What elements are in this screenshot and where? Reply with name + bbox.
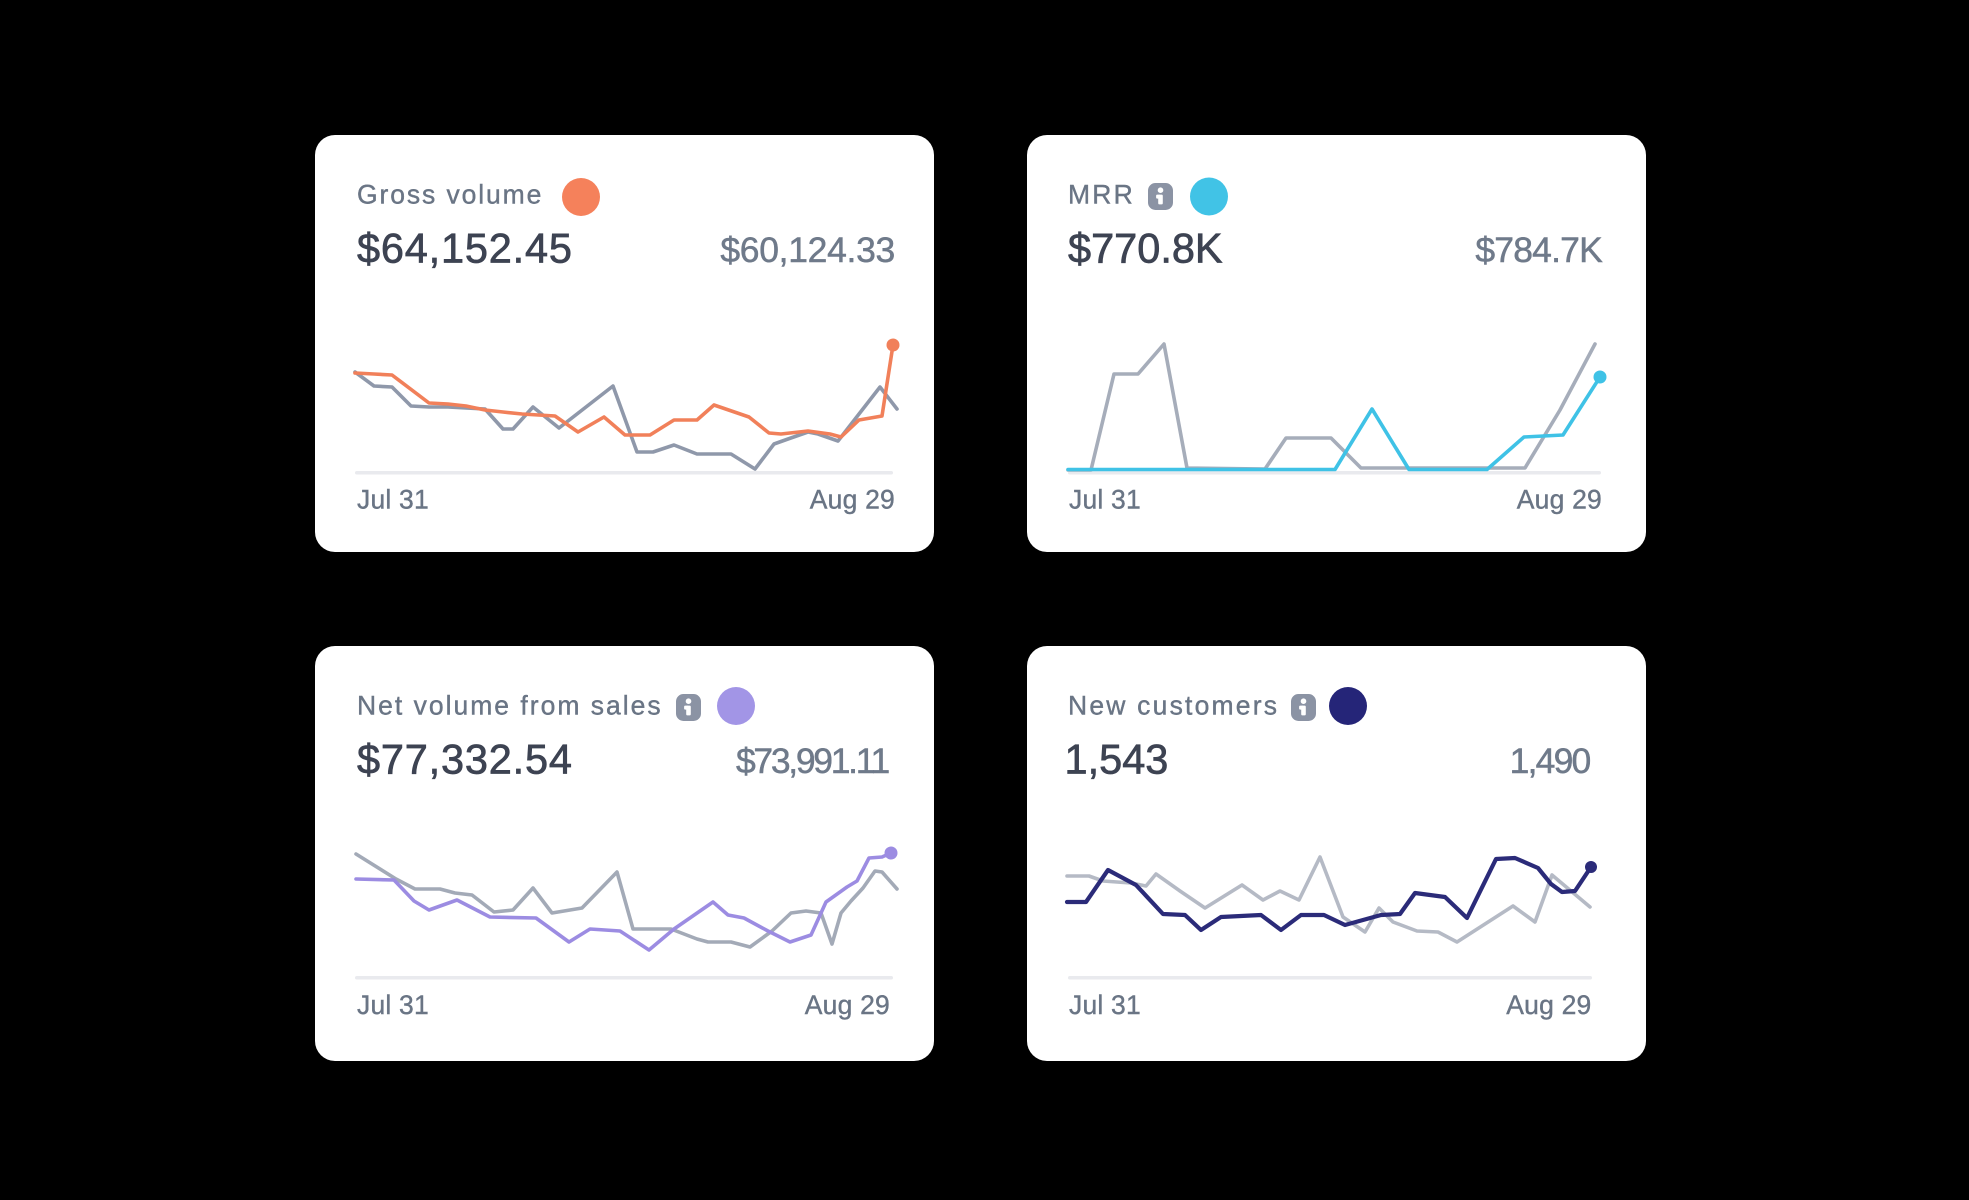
svg-text:Aug 29: Aug 29 [810,484,895,514]
svg-text:1,543: 1,543 [1065,736,1169,783]
svg-text:$64,152.45: $64,152.45 [357,225,573,272]
svg-text:$60,124.33: $60,124.33 [720,230,895,270]
svg-text:Aug 29: Aug 29 [1506,990,1591,1020]
svg-text:$770.8K: $770.8K [1068,225,1223,272]
svg-text:1,490: 1,490 [1510,741,1591,781]
svg-text:$77,332.54: $77,332.54 [357,736,573,783]
svg-text:Jul 31: Jul 31 [1069,484,1141,514]
svg-text:Jul 31: Jul 31 [1069,990,1141,1020]
svg-text:MRR: MRR [1068,179,1135,209]
svg-text:New customers: New customers [1068,690,1279,720]
svg-text:$784.7K: $784.7K [1475,230,1603,270]
svg-text:Aug 29: Aug 29 [1517,484,1602,514]
svg-text:Aug 29: Aug 29 [805,990,890,1020]
svg-text:Jul 31: Jul 31 [357,990,429,1020]
svg-text:Gross volume: Gross volume [357,179,543,209]
svg-text:Net volume from sales: Net volume from sales [357,690,663,720]
svg-text:Jul 31: Jul 31 [357,484,429,514]
svg-text:$73,991.11: $73,991.11 [736,741,890,781]
